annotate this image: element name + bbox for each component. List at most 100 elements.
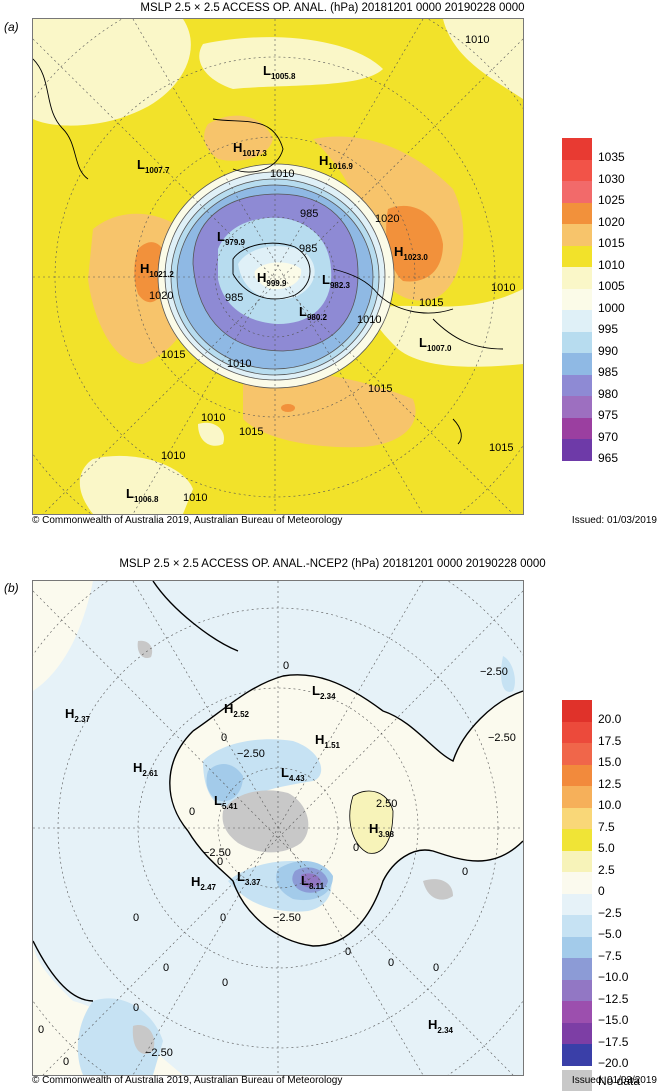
field-neg-12.5-10 (301, 873, 321, 888)
legend-label: 12.5 (598, 776, 622, 791)
contour-label: 0 (283, 660, 289, 672)
contour-label: 1015 (368, 383, 392, 395)
nodata-nw (137, 640, 153, 659)
pressure-system-low: L1006.8 (126, 486, 159, 504)
contour-label: 0 (217, 856, 223, 868)
legend-label: 980 (598, 386, 619, 401)
field-1005-1010-n (199, 37, 383, 89)
pressure-system-low: L1007.0 (419, 335, 452, 353)
panel-a-contour-labels: 1010 985 985 1010 1020 1020 1015 1010 98… (149, 34, 515, 504)
pressure-system-high: H1021.2 (140, 261, 174, 279)
contour-label: 1010 (465, 34, 489, 46)
contour-label: 1010 (183, 492, 207, 504)
pressure-system-low: L979.9 (217, 229, 246, 247)
contour-label: 0 (38, 1024, 44, 1036)
contour-label: 0 (222, 977, 228, 989)
legend-label: 1005 (598, 279, 625, 293)
pressure-system-low: L2.34 (312, 683, 336, 701)
legend-label: −10.0 (598, 970, 629, 984)
field-1020-s (281, 404, 295, 412)
legend-label: 7.5 (598, 819, 615, 834)
legend-label: −15.0 (598, 1013, 629, 1027)
panel-a-map: 1010 985 985 1010 1020 1020 1015 1010 98… (32, 18, 524, 515)
coastlines (33, 58, 504, 445)
legend-label: 990 (598, 343, 619, 358)
contour-label: 985 (299, 243, 317, 255)
panel-a-label: (a) (4, 20, 19, 34)
contour-label: 1015 (489, 442, 513, 454)
contour-label: −2.50 (203, 847, 231, 859)
legend-label: 1030 (598, 171, 625, 186)
panel-b-contour-labels: 0 0 0 0 0 0 0 0 0 0 0 0 0 0 0 0 −2.50 −2… (38, 660, 516, 1068)
pressure-system-high: H2.61 (133, 760, 159, 778)
contour-label: −2.50 (237, 748, 265, 760)
pressure-system-low: L4.43 (281, 765, 305, 783)
panel-a-issued: Issued: 01/03/2019 (571, 515, 657, 526)
contour-label: 0 (63, 1056, 69, 1068)
contour-label: 985 (300, 208, 318, 220)
field-neg-5-2.5-sw (77, 998, 163, 1075)
legend-label: 965 (598, 451, 619, 465)
graticule (33, 19, 523, 514)
zero-contours (33, 581, 523, 1002)
antarctic-core (254, 262, 302, 290)
contour-label: 1020 (375, 213, 399, 225)
field-1015-1020-s (243, 370, 416, 448)
contour-label: 1010 (161, 450, 185, 462)
legend-label: −5.0 (598, 927, 622, 941)
pressure-system-high: H1016.9 (319, 153, 353, 171)
panel-a-map-svg: 1010 985 985 1010 1020 1020 1015 1010 98… (33, 19, 523, 514)
legend-label: 15.0 (598, 755, 622, 769)
field-1005-1010-nw (33, 19, 191, 126)
contour-label: 1010 (227, 358, 251, 370)
contour-label: 1015 (419, 297, 443, 309)
graticule (33, 581, 523, 1075)
contour-label: 2.50 (376, 798, 397, 810)
contour-label: 1010 (270, 168, 294, 180)
contour-label: −2.50 (488, 732, 516, 744)
pressure-system-low: L5.41 (214, 793, 238, 811)
contour-label: 1015 (161, 349, 185, 361)
contour-label: 0 (462, 866, 468, 878)
legend-label: 985 (598, 365, 619, 379)
pressure-system-high: H2.34 (428, 1017, 454, 1035)
legend-label: 1020 (598, 214, 625, 229)
panel-b-title: MSLP 2.5 × 2.5 ACCESS OP. ANAL.-NCEP2 (h… (119, 558, 546, 570)
legend-label: 20.0 (598, 712, 622, 726)
contour-label: 0 (433, 962, 439, 974)
field-2.5-5 (349, 790, 394, 854)
legend-label: −17.5 (598, 1034, 629, 1049)
legend-label: 10.0 (598, 798, 622, 812)
pressure-system-low: L1007.7 (137, 157, 170, 175)
legend-label: 1000 (598, 300, 625, 315)
pressure-system-high: H1023.0 (394, 244, 428, 262)
pressure-system-high: H2.37 (65, 706, 91, 724)
field-1015-1020-n (204, 115, 273, 161)
legend-label: 0 (598, 884, 605, 898)
legend-label: 1010 (598, 257, 625, 272)
legend-label: −12.5 (598, 991, 629, 1006)
legend-label: 1035 (598, 150, 625, 164)
legend-label: −20.0 (598, 1056, 629, 1070)
pressure-system-low: L1005.8 (263, 63, 296, 81)
contour-label: −2.50 (480, 666, 508, 678)
pressure-system-low: L8.11 (301, 873, 325, 891)
contour-label: −2.50 (145, 1047, 173, 1059)
pressure-system-high: H3.98 (369, 821, 395, 839)
field-1005-1010-sw (79, 455, 193, 514)
legend-label: 975 (598, 408, 619, 422)
legend-label: 5.0 (598, 841, 615, 855)
legend-label: 970 (598, 429, 619, 444)
field-1005-1010-s (198, 422, 224, 446)
pressure-system-high: H2.52 (224, 701, 250, 719)
legend-label: 1015 (598, 236, 625, 250)
contour-label: 0 (388, 957, 394, 969)
panel-a-pressure-systems: L1005.8 H1017.3 H1016.9 L1007.7 L979.9 H… (126, 63, 452, 504)
field-1005-1010-ne (443, 19, 523, 99)
contour-label: 1015 (239, 426, 263, 438)
contour-label: −2.50 (273, 912, 301, 924)
contour-label: 1010 (357, 314, 381, 326)
pressure-system-low: L982.3 (322, 272, 351, 290)
panel-b-label: (b) (4, 581, 19, 595)
nodata-sw (132, 1025, 155, 1054)
